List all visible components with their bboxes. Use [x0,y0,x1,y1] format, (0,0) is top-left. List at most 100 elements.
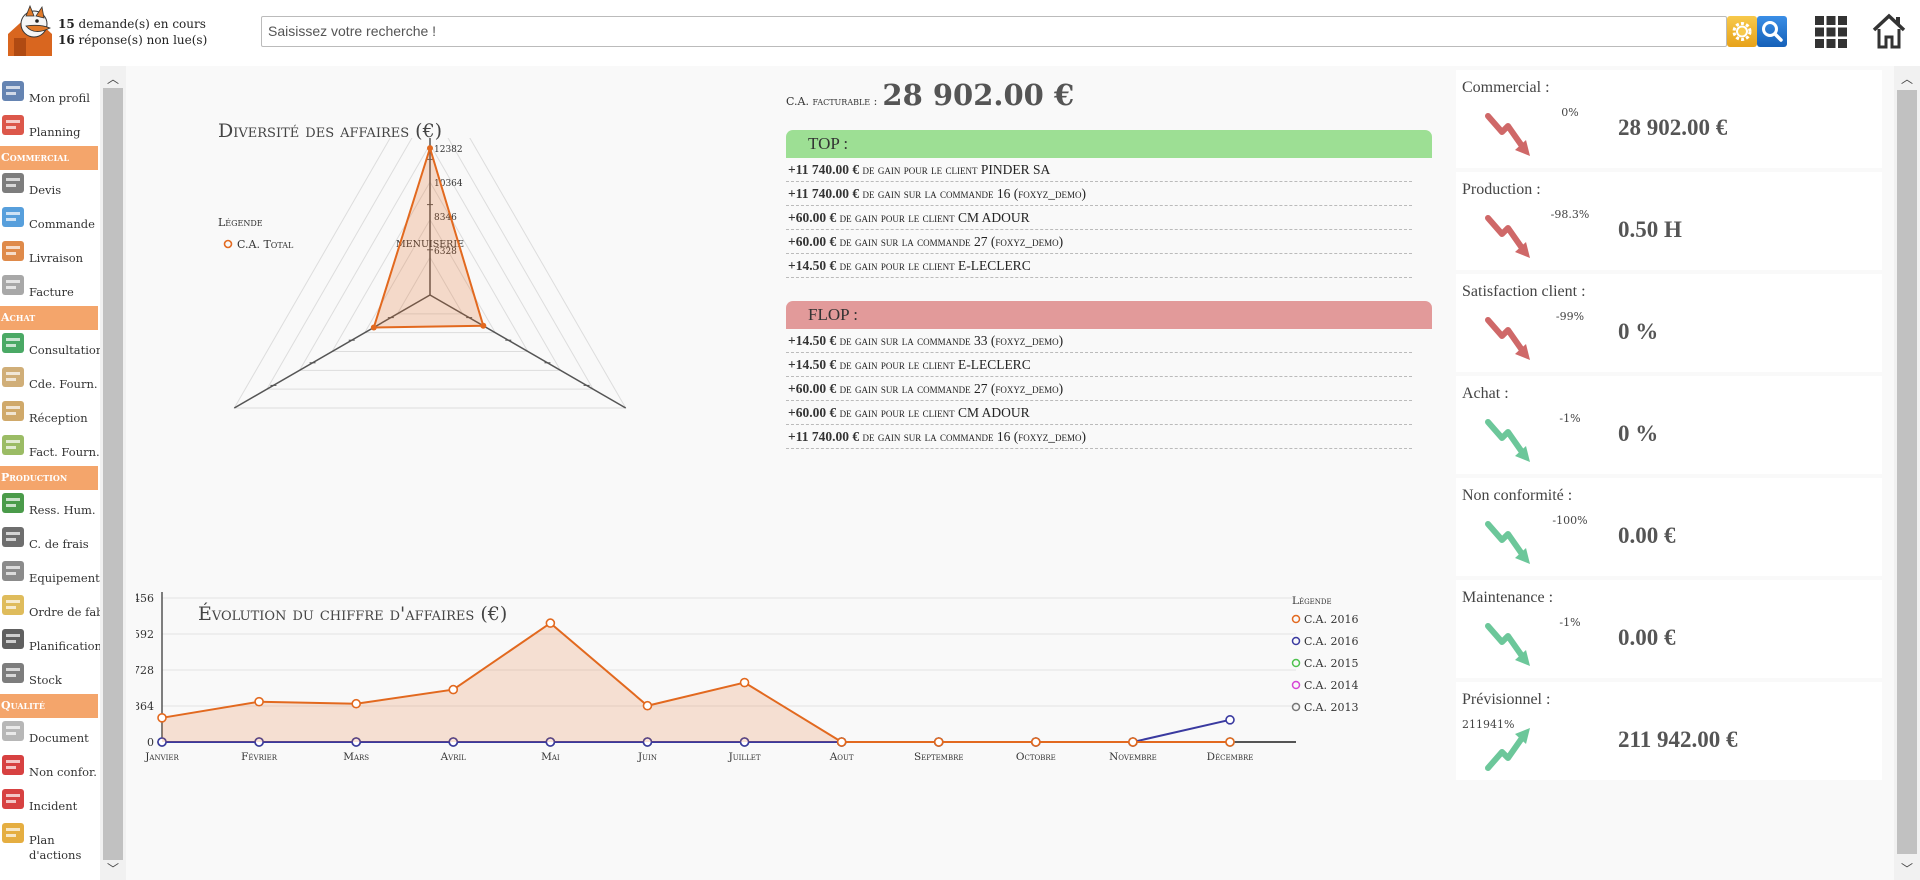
line-data-point[interactable] [1128,737,1138,747]
sidebar-item-siren[interactable]: Incident [0,786,98,820]
sidebar-item-document[interactable]: Document [0,718,98,752]
sidebar-item-warning[interactable]: Plan d'actions [0,820,98,862]
line-data-point[interactable] [351,737,361,747]
line-data-point[interactable] [739,677,750,688]
radar-data-point[interactable] [427,145,433,152]
kpi-percent: -99% [1555,310,1585,323]
line-data-point[interactable] [836,737,847,747]
line-data-point[interactable] [254,696,264,707]
line-data-point[interactable] [351,698,361,709]
line-x-tick-label: Décembre [1207,751,1254,763]
line-data-point[interactable] [642,700,653,711]
sidebar-scroll-thumb[interactable] [103,88,123,860]
line-data-point[interactable] [448,737,459,747]
kpi-card[interactable]: Non conformité : -100% 0.00 € [1456,478,1882,576]
kpi-card[interactable]: Commercial : 0% 28 902.00 € [1456,70,1882,168]
sidebar-item-label: Cde. Fourn. [29,377,98,391]
line-data-point[interactable] [933,737,944,747]
sidebar-item-invoice[interactable]: Facture [0,272,98,306]
sidebar-item-wrench[interactable]: Equipement [0,558,100,592]
line-legend-label[interactable]: C.A. 2013 [1304,701,1358,714]
responses-label: réponse(s) non lue(s) [74,33,208,47]
kpi-card[interactable]: Satisfaction client : -99% 0 % [1456,274,1882,372]
kpi-card[interactable]: Prévisionnel : 211941% 211 942.00 € [1456,682,1882,780]
search-input[interactable]: Saisissez votre recherche ! [261,16,1727,47]
radar-data-point[interactable] [480,322,487,329]
kpi-percent: 211941% [1462,718,1515,731]
top-row[interactable]: +60.00 € de gain sur la commande 27 (fox… [786,230,1412,254]
line-legend-label[interactable]: C.A. 2016 [1304,613,1358,626]
flop-row[interactable]: +60.00 € de gain sur la commande 27 (fox… [786,377,1412,401]
sidebar-item-stock[interactable]: Stock [0,660,98,694]
home-icon[interactable] [1872,13,1906,49]
radar-grid-ring [233,138,627,409]
line-data-point[interactable] [642,737,653,747]
sidebar-item-package[interactable]: Réception [0,398,98,432]
line-data-point[interactable] [157,737,167,747]
scroll-down-icon[interactable]: ﹀ [107,862,120,876]
scroll-up-icon[interactable]: ︿ [107,72,120,86]
kpi-card[interactable]: Maintenance : -1% 0.00 € [1456,580,1882,678]
line-data-point[interactable] [254,737,264,747]
page-scroll-up-icon[interactable]: ︿ [1901,72,1914,86]
search-settings-button[interactable] [1727,16,1757,47]
flop-row[interactable]: +14.50 € de gain sur la commande 33 (fox… [786,329,1412,353]
line-data-point[interactable] [739,737,750,747]
flop-row[interactable]: +11 740.00 € de gain sur la commande 16 … [786,425,1412,449]
line-legend-label[interactable]: C.A. 2014 [1304,679,1358,692]
line-data-point[interactable] [545,618,556,628]
flop-row[interactable]: +60.00 € de gain pour le client CM ADOUR [786,401,1412,425]
radar-axis [233,294,431,409]
sidebar-item-profile[interactable]: Mon profil [0,78,98,112]
top-row-text: de gain sur la commande 27 (foxyz_demo) [836,234,1064,249]
sidebar-item-folder[interactable]: Ordre de fab. [0,592,100,626]
page-scroll-thumb[interactable] [1897,90,1917,854]
line-data-point[interactable] [545,737,556,747]
line-data-point[interactable] [448,684,459,695]
line-data-point[interactable] [1225,715,1235,725]
sidebar-item-stop-hand[interactable]: Non confor. [0,752,98,786]
sidebar-item-money[interactable]: Fact. Fourn. [0,432,100,466]
sidebar-item-calendar[interactable]: Planning [0,112,98,146]
sidebar-item-label: Equipement [29,571,100,585]
sidebar-item-planning[interactable]: Planification [0,626,100,660]
sidebar-item-cart[interactable]: Cde. Fourn. [0,364,98,398]
sidebar-scrollbar[interactable]: ︿ ﹀ [100,66,126,880]
header: 15 demande(s) en cours 16 réponse(s) non… [0,0,1920,64]
kpi-percent: 0% [1561,106,1579,119]
line-data-point[interactable] [157,713,167,723]
sidebar-item-chat[interactable]: Consultation [0,330,100,364]
page-scrollbar[interactable]: ︿ ﹀ [1894,66,1920,880]
line-legend-marker [1291,636,1301,646]
sidebar-item-hammer[interactable]: C. de frais [0,524,98,558]
sidebar-item-person[interactable]: Ress. Hum. [0,490,98,524]
line-data-point[interactable] [1031,737,1041,747]
radar-grid-ring [363,218,497,334]
radar-data-point[interactable] [370,324,377,331]
fox-logo-icon[interactable] [4,4,56,58]
flop-title: FLOP : [786,301,1432,329]
top-row[interactable]: +14.50 € de gain pour le client E-LECLER… [786,254,1412,278]
top-row-text: de gain pour le client [859,162,981,177]
sidebar: Mon profil Planning Commercial Devis Command… [0,66,100,880]
top-row[interactable]: +11 740.00 € de gain pour le client PIND… [786,158,1412,182]
page-scroll-down-icon[interactable]: ﹀ [1901,862,1914,876]
top-row[interactable]: +11 740.00 € de gain sur la commande 16 … [786,182,1412,206]
kpi-card[interactable]: Production : -98.3% 0.50 H [1456,172,1882,270]
search-button[interactable] [1757,16,1787,47]
line-legend-label[interactable]: C.A. 2016 [1304,635,1358,648]
top-row[interactable]: +60.00 € de gain pour le client CM ADOUR [786,206,1412,230]
flop-row[interactable]: +14.50 € de gain pour le client E-LECLER… [786,353,1412,377]
sidebar-item-box[interactable]: Commande [0,204,98,238]
notifications[interactable]: 15 demande(s) en cours 16 réponse(s) non… [58,16,207,48]
line-legend-label[interactable]: C.A. 2015 [1304,657,1358,670]
sidebar-item-delivery[interactable]: Livraison [0,238,98,272]
line-data-point[interactable] [1225,737,1235,747]
sidebar-item-calculator[interactable]: Devis [0,170,98,204]
radar-legend-label[interactable]: C.A. Total [237,238,294,251]
kpi-card[interactable]: Achat : -1% 0 % [1456,376,1882,474]
apps-grid-icon[interactable] [1814,15,1848,49]
radar-legend-title: Légende [218,216,263,229]
stop-hand-icon [0,753,26,777]
sidebar-item-label: Stock [29,673,62,687]
